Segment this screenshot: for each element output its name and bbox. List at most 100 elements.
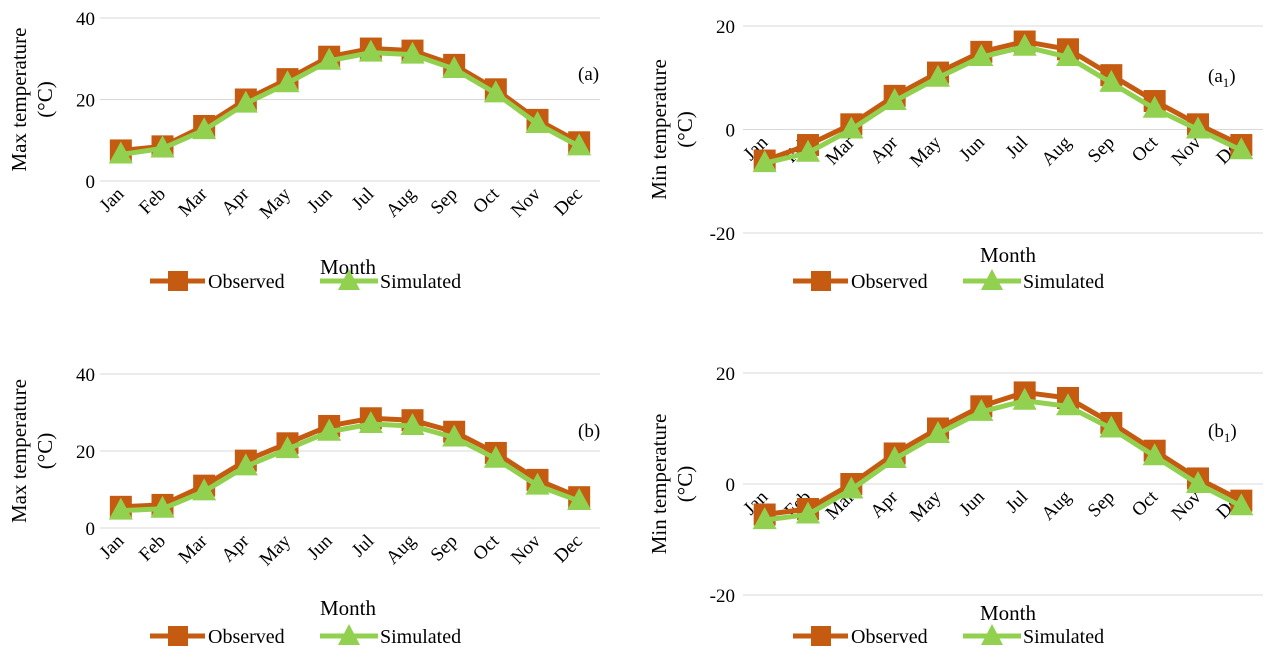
legend-observed-label: Observed [851,626,928,648]
simulated-point [1186,116,1210,139]
x-tick-label: Oct [469,183,504,218]
simulated-point [567,488,592,511]
x-tick-label: May [906,486,946,526]
simulated-point [233,90,258,113]
y-axis-unit-label: (°C) [673,466,697,502]
simulated-point [192,117,217,140]
simulated-point [150,495,175,518]
x-tick-label: May [906,132,946,172]
x-tick-label: Jun [955,486,989,520]
y-axis-label: Min temperature [647,59,671,200]
y-tick-label: 0 [86,172,96,193]
x-tick-label: Aug [382,530,420,568]
x-tick-label: May [256,530,296,570]
simulated-point [108,497,133,520]
simulated-point [358,39,383,62]
simulated-point [969,398,994,421]
x-tick-label: Mar [174,530,212,568]
simulated-point [525,110,550,133]
simulated-point [567,133,592,156]
triangle-marker-icon [981,624,1003,645]
simulated-point [150,135,175,158]
panel-label-end: ) [1229,66,1235,87]
x-tick-label: Aug [382,183,420,221]
simulated-point [108,141,133,164]
simulated-point [882,446,907,469]
y-tick-label: 20 [76,442,95,463]
simulated-point [442,55,467,78]
x-tick-label: Nov [507,530,545,568]
x-tick-label: Jul [348,184,379,215]
simulated-point [882,88,907,111]
legend-observed-label: Observed [851,271,928,293]
simulated-point [400,412,425,435]
simulated-point [358,411,383,434]
square-marker-icon [168,626,188,646]
x-tick-label: Dec [550,184,586,220]
x-tick-label: Aug [1038,486,1076,524]
simulated-point [483,445,508,468]
x-tick-label: Sep [427,184,462,219]
legend-observed-label: Observed [208,271,285,293]
x-tick-label: Jun [303,530,337,564]
y-tick-label: 40 [76,9,95,30]
simulated-point [317,418,342,441]
legend-simulated-label: Simulated [380,271,461,293]
simulated-point [1012,33,1037,56]
panel-label: (b1) [1208,421,1237,445]
x-tick-label: Apr [218,183,254,219]
x-tick-label: Jan [96,183,129,216]
simulated-point [1142,95,1167,118]
simulated-point [1229,137,1254,160]
x-axis-label: Month [980,601,1037,625]
x-tick-label: May [256,183,296,223]
simulated-point [1142,443,1167,466]
y-axis-unit-label: (°C) [33,81,57,117]
simulated-point [1056,393,1080,416]
simulated-point [192,478,217,501]
x-tick-label: Apr [218,530,254,566]
y-axis-label: Min temperature [647,414,671,555]
observed-series-line [120,415,581,510]
y-tick-label: -20 [710,224,735,245]
x-tick-label: Sep [1084,487,1119,522]
simulated-point [275,436,300,459]
simulated-point [525,472,550,495]
x-tick-label: Aug [1038,132,1076,170]
y-axis-label: Max temperature [7,379,31,523]
y-tick-label: 20 [76,91,95,112]
x-tick-label: Apr [866,132,902,168]
square-marker-icon [168,271,188,291]
x-tick-label: Sep [1084,132,1119,167]
y-tick-label: 20 [716,17,735,38]
simulated-point [1012,387,1037,410]
simulated-point [926,421,950,444]
legend-simulated-label: Simulated [1023,626,1104,648]
x-tick-label: Oct [469,530,504,565]
simulated-point [752,150,777,173]
panel-label: (a) [578,64,599,85]
simulated-point [796,501,820,524]
simulated-point [317,47,342,70]
x-tick-label: Feb [135,184,170,219]
panel-label-end: ) [1230,421,1236,442]
legend-observed-label: Observed [208,626,285,648]
y-tick-label: 0 [86,519,96,540]
panel-label-main: (a [1208,66,1223,87]
simulated-point [1229,493,1254,516]
panel-label: (a1) [1208,66,1236,90]
simulated-series-line [120,421,581,514]
panel-label-subscript: 1 [1224,430,1231,445]
simulated-point [1099,69,1124,92]
x-tick-label: Oct [1128,486,1163,521]
simulated-point [839,476,864,499]
legend-simulated-label: Simulated [380,626,461,648]
simulated-point [275,70,300,93]
x-tick-label: Jul [1002,487,1033,518]
square-marker-icon [811,626,831,646]
x-tick-label: Feb [135,531,170,566]
